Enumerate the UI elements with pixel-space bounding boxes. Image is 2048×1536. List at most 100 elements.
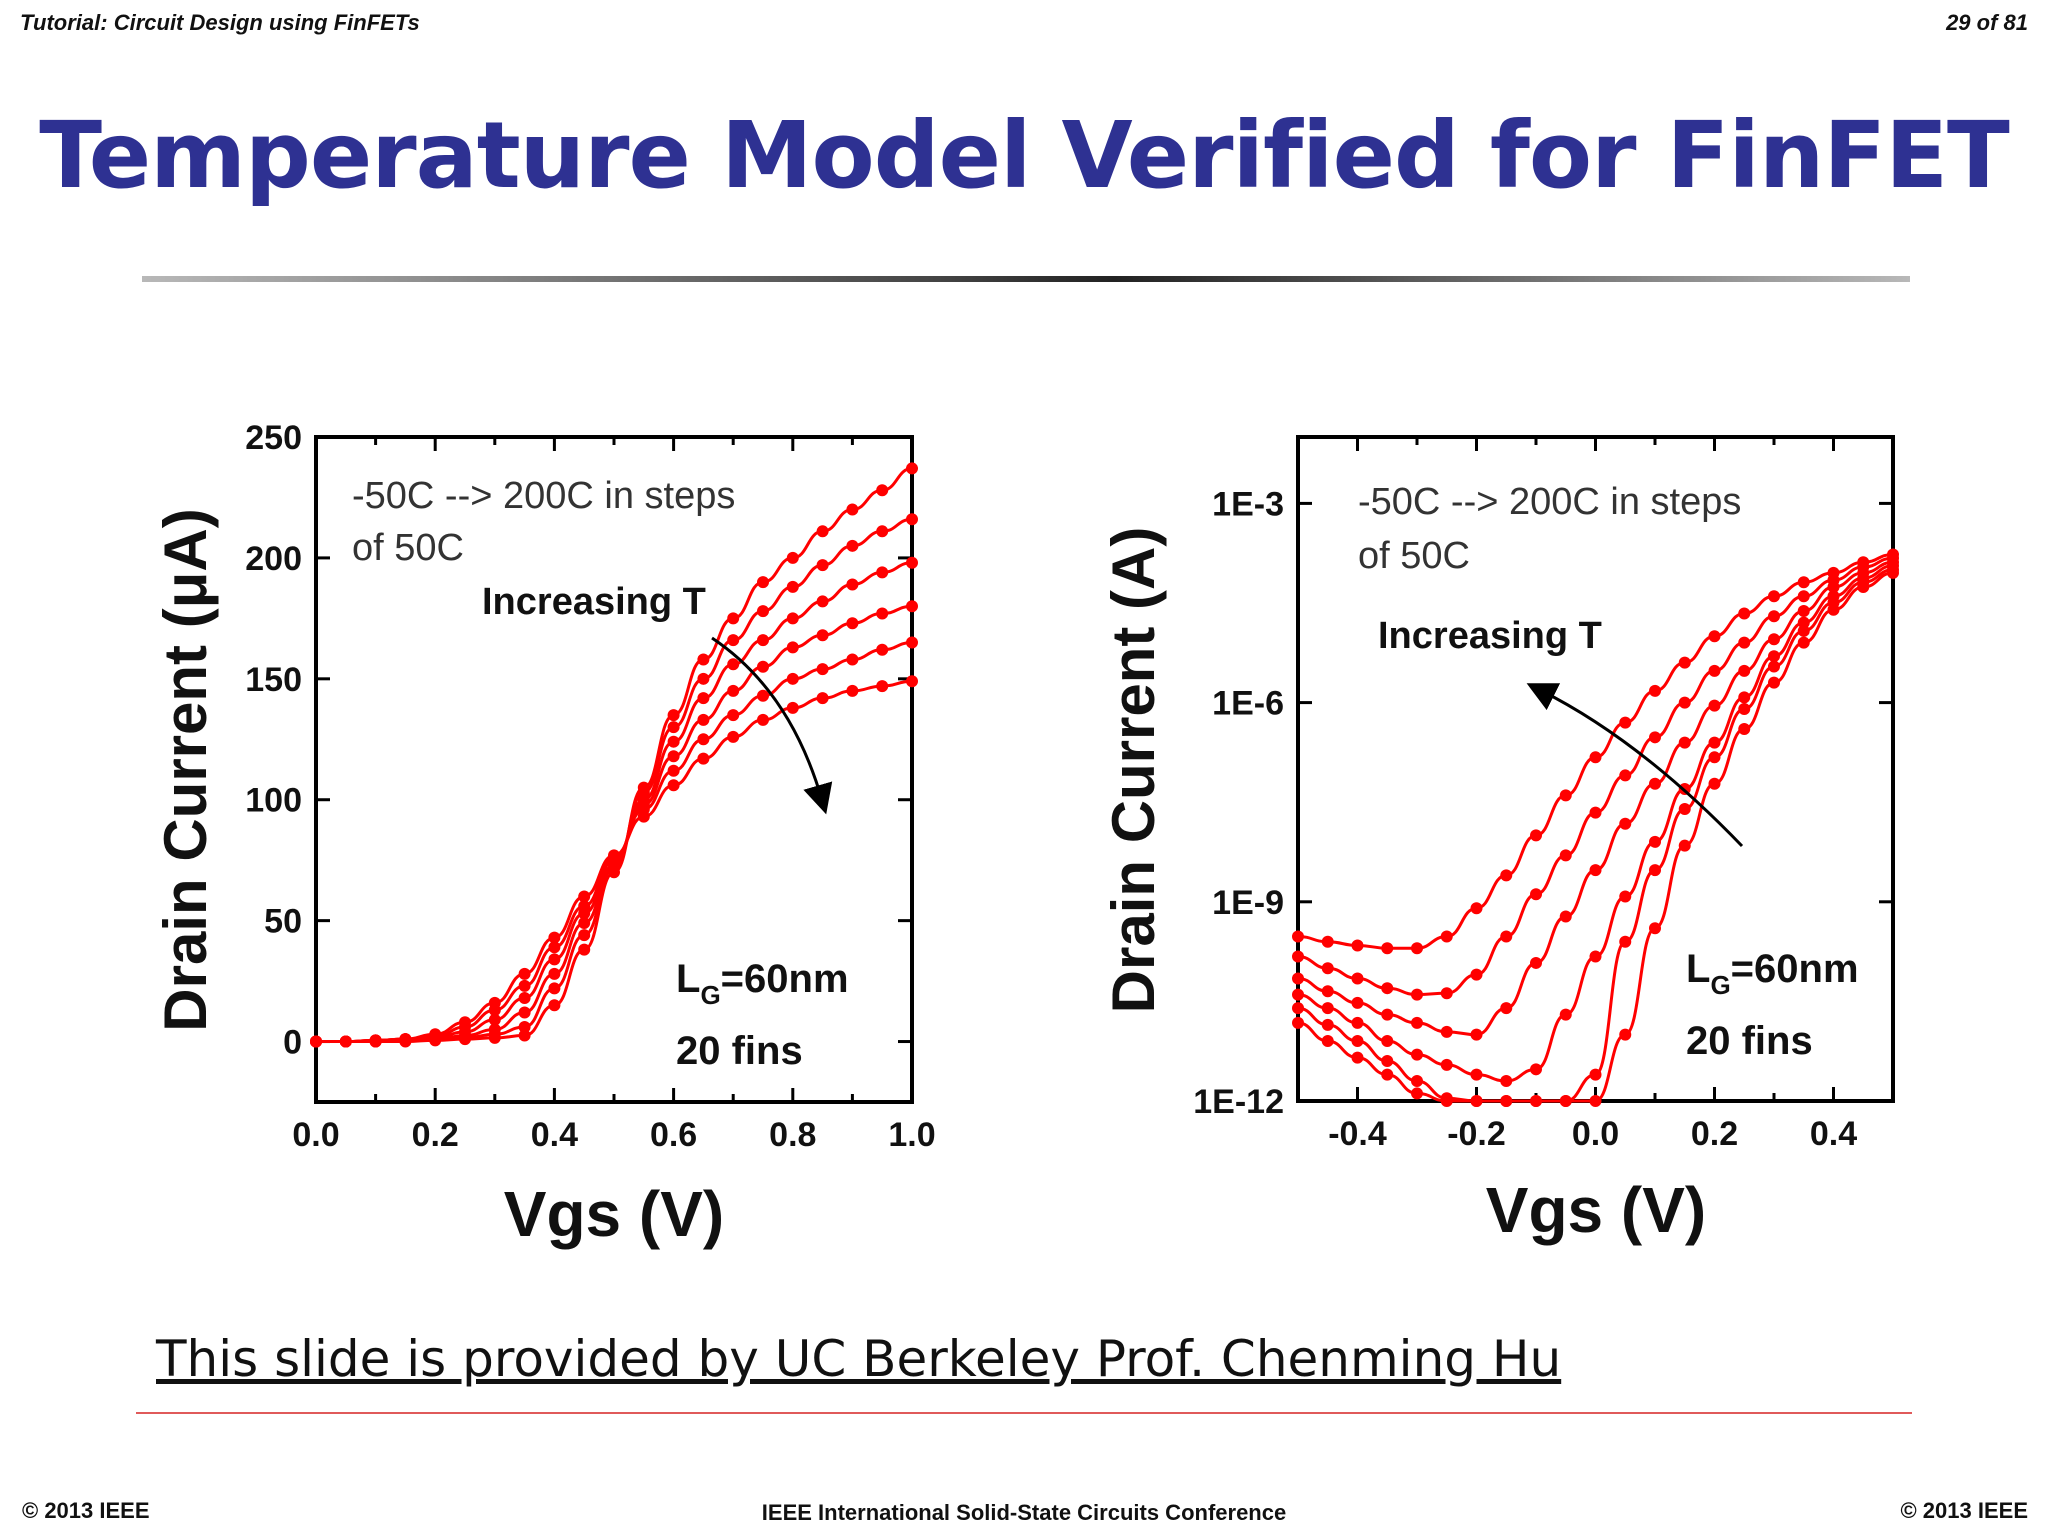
x-tick-label: -0.4 [1328,1115,1387,1153]
series-point [1738,723,1751,736]
series-point [1738,691,1751,704]
series-point [667,750,680,763]
series-point [876,680,889,693]
series-line [1297,568,1894,1103]
log-y-axis-label: Drain Current (A) [1100,527,1167,1014]
series-point [1678,802,1691,815]
series-point [608,849,620,862]
series-point [1649,864,1661,877]
series-point [578,917,591,930]
log-device-label: LG=60nm [1686,947,1859,1000]
x-tick-label: 0.4 [531,1116,578,1154]
series-point [548,999,561,1012]
x-tick-label: 0.2 [1691,1115,1738,1153]
series-point [1500,1002,1513,1015]
series-point [1708,751,1721,764]
series-point [697,752,710,765]
series-point [1619,935,1632,948]
log-arrow-label: Increasing T [1378,615,1602,657]
y-tick-label: 150 [245,661,302,699]
log-increasing-t-arrow [1526,683,1744,848]
series-point [399,1033,412,1046]
linear-increasing-t-arrow [711,636,833,815]
series-point [1797,636,1810,649]
series-point [578,943,591,956]
series-point [727,684,740,697]
series-point [757,689,769,702]
series-point [488,1023,501,1036]
series-point [1797,624,1810,637]
linear-curves [310,462,918,1048]
series-point [1738,607,1751,620]
linear-arrow-label: Increasing T [482,581,706,623]
series-point [1678,656,1691,669]
series-point [518,1006,531,1019]
series-point [1470,1095,1483,1107]
series-point [1411,1048,1423,1061]
series-point [1351,996,1364,1009]
series-point [1381,942,1394,955]
series-point [667,764,680,777]
series-point [816,629,829,642]
series-point [697,713,710,726]
series-point [1321,962,1334,975]
series-point [1381,1035,1394,1048]
series-point [876,484,889,497]
slide-page-number: 29 of 81 [1946,10,2028,35]
series-point [1619,769,1632,782]
series-point [1708,736,1721,749]
credit-link[interactable]: This slide is provided by UC Berkeley Pr… [156,1330,1562,1388]
series-point [1411,988,1423,1001]
title-divider [142,276,1910,282]
series-point [548,941,561,954]
linear-annotation-line2: of 50C [352,527,464,569]
series-point [1440,1058,1453,1071]
series-point [1708,664,1721,677]
series-point [1440,1095,1453,1107]
series-point [1827,581,1840,594]
series-point [1559,910,1572,923]
series-point [578,890,591,903]
series-point [1738,703,1751,716]
series-point [1351,972,1364,985]
series-point [1589,864,1602,877]
series-point [1797,590,1810,603]
series-point [1708,699,1721,712]
series-point [1857,581,1870,594]
series-point [906,462,918,475]
series-point [1768,610,1780,623]
series-point [339,1035,352,1048]
linear-chart: 0.0 0.2 0.4 0.6 0.8 1.0 0 50 100 150 200 250 -50C -… [152,419,936,1250]
series-point [786,672,799,685]
series-point [846,653,859,666]
linear-y-axis-label: Drain Current (μA) [152,508,219,1031]
series-point [1559,1008,1572,1021]
series-point [1381,1068,1394,1081]
series-point [1768,633,1780,646]
series-point [1381,1055,1394,1068]
series-point [518,979,531,992]
series-point [429,1028,442,1041]
series-point [1321,1035,1334,1048]
series-point [757,605,769,618]
series-point [1559,789,1572,802]
series-point [1649,922,1661,935]
log-fins-label: 20 fins [1686,1019,1813,1063]
series-point [727,730,740,743]
series-point [727,658,740,671]
series-point [1797,576,1810,589]
slide-header-title: Tutorial: Circuit Design using FinFETs [20,10,420,35]
series-point [1292,1002,1304,1015]
series-point [906,675,918,688]
series-point [1411,942,1423,955]
series-line [1297,571,1894,1103]
series-point [1292,930,1304,943]
series-point [876,525,889,538]
series-point [1797,604,1810,617]
y-tick-label: 250 [245,419,302,457]
series-point [786,580,799,593]
x-tick-label: 0.0 [1572,1115,1619,1153]
series-point [1530,1063,1542,1076]
x-tick-label: 0.8 [769,1116,816,1154]
series-point [1321,935,1334,948]
